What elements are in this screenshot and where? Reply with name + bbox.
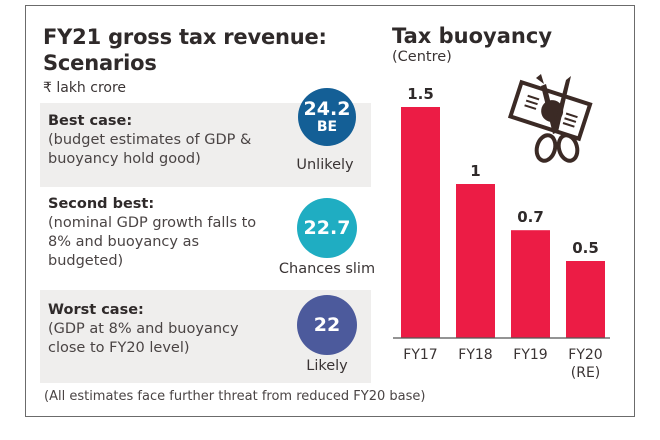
scenario-description: (nominal GDP growth falls to 8% and buoy… <box>48 215 257 269</box>
likelihood-label: Likely <box>306 358 348 374</box>
circle-value: 22 <box>313 314 341 336</box>
value-circle-worst: 22 <box>297 295 357 355</box>
circle-sub-label: BE <box>316 119 338 135</box>
chart-subtitle: (Centre) <box>392 49 452 65</box>
circle-value: 24.2 <box>303 98 351 120</box>
likelihood-label: Chances slim <box>278 261 376 277</box>
scenario-heading: Best case: <box>48 113 133 129</box>
x-tick-label: (RE) <box>571 365 601 381</box>
data-label: 0.7 <box>517 208 544 226</box>
x-tick-label: FY18 <box>458 347 492 363</box>
circle-value: 22.7 <box>303 217 351 239</box>
scenarios-title: FY21 gross tax revenue: Scenarios <box>43 25 327 75</box>
likelihood-label: Unlikely <box>296 157 354 173</box>
value-circle-second: 22.7 <box>297 198 357 258</box>
data-label: 1.5 <box>407 85 434 103</box>
scenario-text: Second best: (nominal GDP growth falls t… <box>48 195 278 271</box>
x-tick-label: FY17 <box>403 347 437 363</box>
scenario-text: Worst case: (GDP at 8% and buoyancy clos… <box>48 301 278 358</box>
footnote: (All estimates face further threat from … <box>44 389 426 404</box>
chart-title: Tax buoyancy <box>392 24 553 48</box>
scenario-description: (budget estimates of GDP & buoyancy hold… <box>48 132 252 167</box>
x-tick-label: FY19 <box>513 347 547 363</box>
unit-label: ₹ lakh crore <box>43 80 127 96</box>
bar-fy17 <box>401 107 440 338</box>
value-circle-best: 24.2 BE <box>298 88 356 146</box>
scenario-text: Best case: (budget estimates of GDP & bu… <box>48 112 278 169</box>
x-tick-label: FY20 <box>568 347 602 363</box>
bar-fy19 <box>511 230 550 338</box>
data-label: 0.5 <box>572 239 599 257</box>
scenario-heading: Second best: <box>48 196 155 212</box>
data-label: 1 <box>470 162 480 180</box>
scissors-banknote-icon <box>507 72 602 166</box>
scenario-best-case: Best case: (budget estimates of GDP & bu… <box>40 103 371 187</box>
scenario-second-best: Second best: (nominal GDP growth falls t… <box>40 187 371 289</box>
scenario-description: (GDP at 8% and buoyancy close to FY20 le… <box>48 321 239 356</box>
bar-fy18 <box>456 184 495 338</box>
bar-fy20-re- <box>566 261 605 338</box>
scenario-heading: Worst case: <box>48 302 144 318</box>
